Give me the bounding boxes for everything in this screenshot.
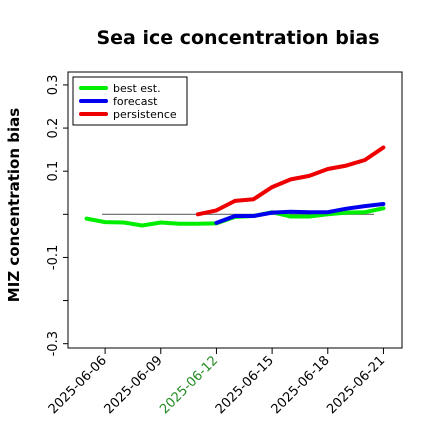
x-tick-label-2: 2025-06-12 (157, 353, 221, 417)
y-tick-label-4: 0.1 (46, 161, 61, 182)
legend-label-2: persistence (113, 108, 177, 121)
y-tick-label-0: -0.3 (46, 331, 61, 356)
y-axis-label: MIZ concentration bias (5, 108, 23, 302)
series-line-2 (195, 145, 386, 217)
chart-title: Sea ice concentration bias (96, 27, 379, 49)
x-tick-label-4: 2025-06-18 (269, 353, 333, 417)
y-tick-label-2: -0.1 (46, 245, 61, 270)
x-tick-label-5: 2025-06-21 (324, 353, 388, 417)
y-tick-label-5: 0.2 (46, 118, 61, 139)
series-layer (84, 145, 386, 228)
series-line-1 (214, 202, 386, 225)
x-tick-label-3: 2025-06-15 (213, 353, 277, 417)
x-tick-label-0: 2025-06-06 (46, 353, 110, 417)
legend-label-1: forecast (113, 95, 158, 108)
x-tick-label-1: 2025-06-09 (102, 353, 166, 417)
legend-label-0: best est. (113, 82, 161, 95)
y-tick-label-6: 0.3 (46, 75, 61, 96)
